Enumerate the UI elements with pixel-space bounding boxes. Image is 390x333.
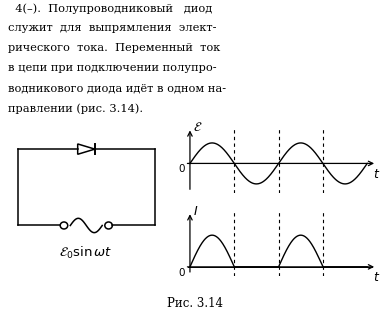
Text: в цепи при подключении полупро-: в цепи при подключении полупро- — [8, 63, 216, 73]
Text: $I$: $I$ — [193, 205, 199, 218]
Text: 4(–).  Полупроводниковый   диод: 4(–). Полупроводниковый диод — [8, 3, 212, 14]
Text: 0: 0 — [178, 267, 184, 277]
Text: $t$: $t$ — [373, 168, 381, 181]
Text: рического  тока.  Переменный  ток: рического тока. Переменный ток — [8, 43, 220, 53]
Text: правлении (рис. 3.14).: правлении (рис. 3.14). — [8, 103, 143, 114]
Text: $\mathcal{E}_0 \sin \omega t$: $\mathcal{E}_0 \sin \omega t$ — [60, 244, 113, 261]
Text: водникового диода идёт в одном на-: водникового диода идёт в одном на- — [8, 83, 226, 93]
Text: Рис. 3.14: Рис. 3.14 — [167, 297, 223, 310]
Text: $\mathcal{E}$: $\mathcal{E}$ — [193, 121, 203, 134]
Text: 0: 0 — [178, 165, 184, 174]
Text: служит  для  выпрямления  элект-: служит для выпрямления элект- — [8, 23, 216, 33]
Text: $t$: $t$ — [373, 271, 381, 284]
